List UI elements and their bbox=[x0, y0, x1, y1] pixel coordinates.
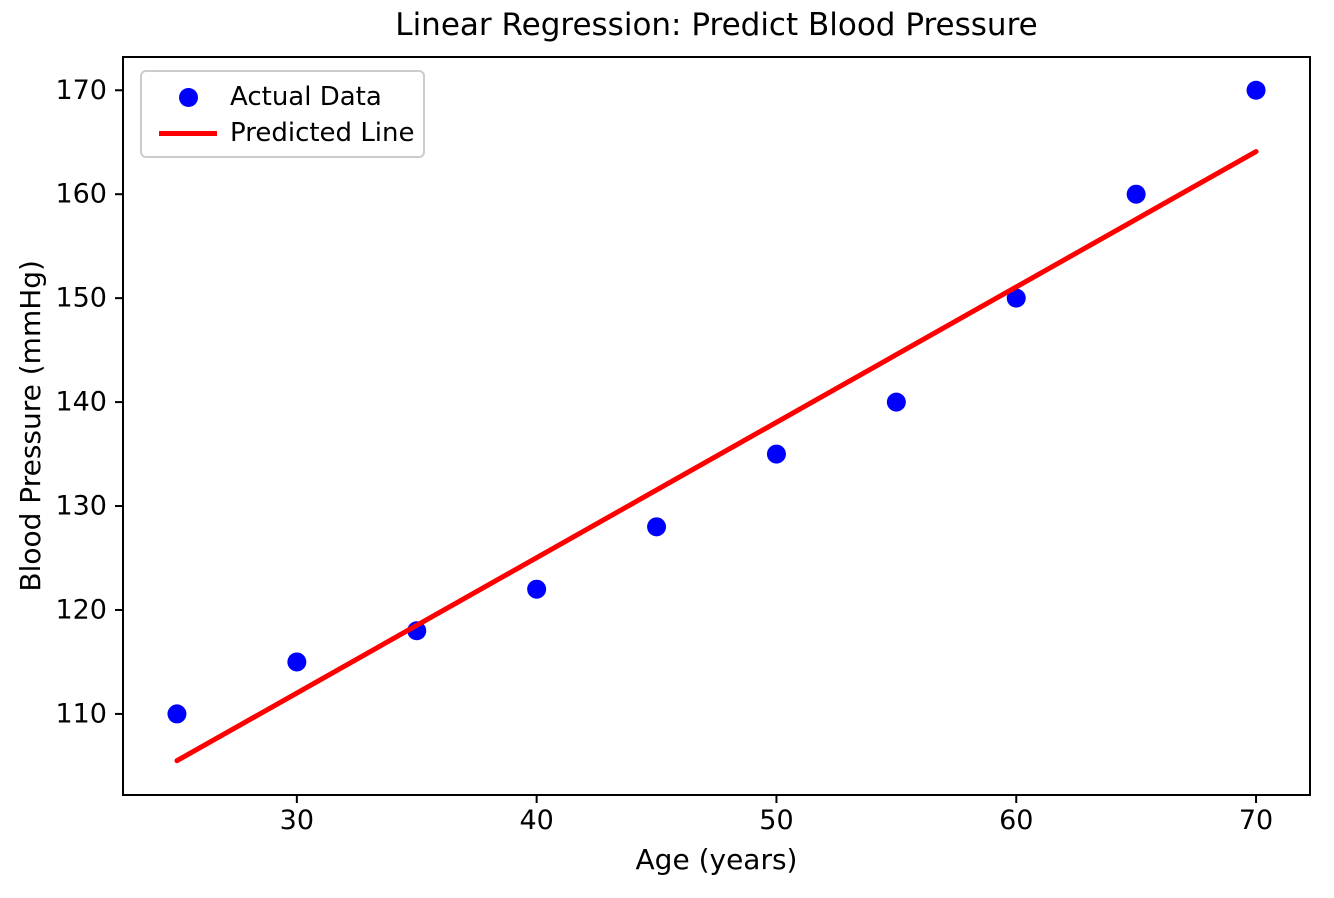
legend-marker-wrap bbox=[150, 87, 226, 107]
scatter-point bbox=[1006, 288, 1026, 308]
legend-label-predicted-line: Predicted Line bbox=[230, 118, 415, 148]
x-tick-label-70: 70 bbox=[1239, 805, 1273, 836]
scatter-point bbox=[1126, 184, 1146, 204]
x-tick-label-60: 60 bbox=[999, 805, 1033, 836]
chart-title: Linear Regression: Predict Blood Pressur… bbox=[395, 7, 1038, 43]
legend-entry-predicted-line: Predicted Line bbox=[150, 115, 415, 151]
legend-entry-actual-data: Actual Data bbox=[150, 79, 413, 115]
scatter-point bbox=[766, 444, 786, 464]
plot-border bbox=[122, 56, 1311, 796]
y-tick-label-110: 110 bbox=[55, 698, 107, 729]
line-marker-icon bbox=[159, 130, 217, 136]
legend-marker-wrap bbox=[150, 130, 226, 136]
scatter-point bbox=[167, 704, 187, 724]
regression-line bbox=[174, 149, 1259, 764]
scatter-point bbox=[886, 392, 906, 412]
x-axis-label: Age (years) bbox=[635, 843, 798, 876]
scatter-marker-icon bbox=[178, 87, 198, 107]
x-tick-label-50: 50 bbox=[759, 805, 793, 836]
y-tick-label-140: 140 bbox=[55, 387, 107, 418]
scatter-point bbox=[287, 652, 307, 672]
legend: Actual Data Predicted Line bbox=[140, 70, 425, 158]
scatter-point bbox=[647, 517, 667, 537]
y-tick-label-150: 150 bbox=[55, 283, 107, 314]
x-tick-label-40: 40 bbox=[519, 805, 553, 836]
y-tick-label-160: 160 bbox=[55, 179, 107, 210]
y-tick-label-130: 130 bbox=[55, 491, 107, 522]
x-tick-label-30: 30 bbox=[280, 805, 314, 836]
y-tick-label-170: 170 bbox=[55, 75, 107, 106]
legend-label-actual-data: Actual Data bbox=[230, 82, 382, 112]
scatter-point bbox=[527, 579, 547, 599]
scatter-point bbox=[1246, 80, 1266, 100]
y-tick-label-120: 120 bbox=[55, 594, 107, 625]
